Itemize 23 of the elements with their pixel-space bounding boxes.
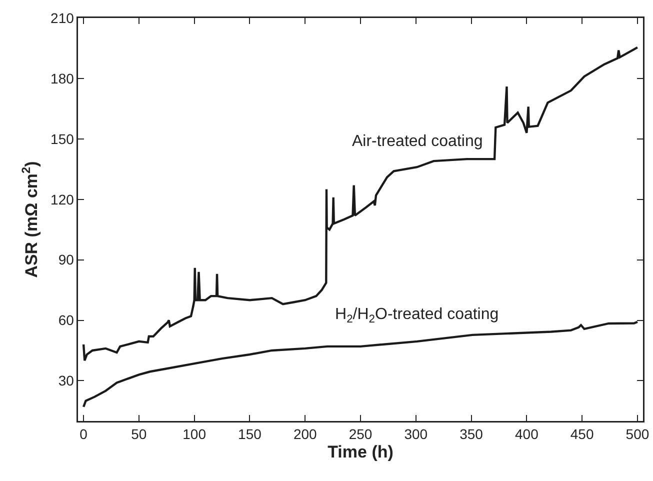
x-tick-label: 200 <box>293 426 318 442</box>
y-tick-label: 120 <box>50 191 74 208</box>
x-axis-title: Time (h) <box>328 442 394 462</box>
x-tick-label: 500 <box>626 426 650 442</box>
x-tick-label: 300 <box>404 426 428 442</box>
series-label: Air-treated coating <box>352 133 483 150</box>
x-tick-label: 400 <box>515 426 539 442</box>
x-tick-label: 100 <box>182 426 206 442</box>
y-tick-label: 90 <box>58 252 74 268</box>
x-tick-label: 250 <box>348 426 372 442</box>
x-tick-label: 50 <box>131 426 147 442</box>
x-tick-label: 450 <box>570 426 594 442</box>
line-series <box>82 46 639 362</box>
y-tick-label: 150 <box>50 130 74 147</box>
series-label: H$_{2}$/H$_{2}$O-treated coating <box>335 306 499 326</box>
y-tick-label: 30 <box>58 372 74 389</box>
x-tick-label: 0 <box>80 426 88 442</box>
y-tick-label: 210 <box>50 10 74 26</box>
y-tick-label: 60 <box>58 312 74 328</box>
x-tick-label: 350 <box>460 426 484 442</box>
line-series <box>82 320 639 408</box>
x-tick-label: 150 <box>238 426 262 442</box>
y-tick-label: 180 <box>50 70 74 86</box>
